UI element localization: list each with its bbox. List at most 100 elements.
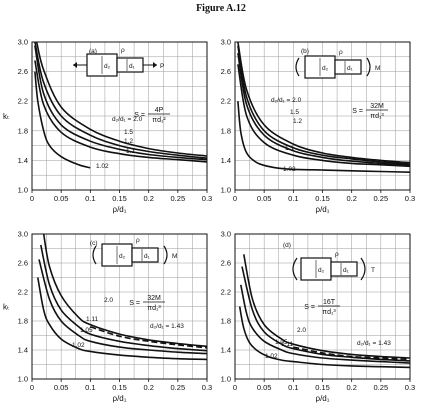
series-line (40, 244, 207, 352)
y-tick-label: 2.2 (221, 288, 231, 297)
stress-formula: S = 32M πd₁³ (352, 103, 388, 120)
series-label: 1.02 (265, 353, 278, 360)
x-tick-label: 0.2 (143, 194, 153, 203)
series-label: d₂/d₁ = 1.43 (150, 323, 184, 330)
x-axis-title: ρ/d₁ (316, 394, 330, 403)
series-label: d₂/d₁ = 2.0 (271, 97, 302, 104)
x-tick-label: 0.05 (257, 383, 272, 392)
series-label: 1.11 (86, 316, 99, 323)
stress-formula: S = 4P πd₁² (134, 107, 170, 124)
series-label: 1.2 (293, 118, 302, 125)
formula-denominator: πd₁³ (147, 305, 161, 312)
series-line (237, 52, 410, 166)
series-label: 1.05 (80, 327, 93, 334)
y-tick-label: 1.0 (18, 186, 28, 195)
y-tick-label: 1.8 (18, 126, 28, 135)
moment-arrow-left (295, 57, 300, 77)
d1-label: d₁ (144, 253, 151, 260)
x-tick-label: 0.3 (405, 383, 415, 392)
x-tick-label: 0.05 (54, 383, 69, 392)
d2-label: d₂ (318, 267, 325, 274)
formula-lhs: S = (304, 304, 315, 311)
y-tick-label: 2.6 (221, 259, 231, 268)
arrow-head-icon (73, 62, 77, 68)
x-tick-label: 0.2 (143, 383, 153, 392)
formula-numerator: 4P (155, 107, 164, 114)
x-axis-title: ρ/d₁ (316, 205, 330, 214)
load-symbol: P (160, 63, 164, 70)
formula-lhs: S = (129, 300, 140, 307)
y-tick-label: 1.4 (18, 346, 28, 355)
x-tick-label: 0.2 (346, 383, 356, 392)
series-label: d₂/d₁ = 1.43 (357, 340, 391, 347)
x-tick-label: 0.3 (202, 194, 212, 203)
x-tick-label: 0.2 (346, 194, 356, 203)
y-axis-title: kₜ (3, 303, 9, 312)
series-line (240, 284, 410, 364)
x-tick-label: 0.3 (405, 194, 415, 203)
series-label: 1.05 (275, 339, 288, 346)
shaft-small-section (330, 261, 358, 277)
figure-title: Figure A.12 (196, 3, 246, 14)
series-label: 1.02 (72, 342, 85, 349)
series-line (241, 266, 410, 362)
stress-formula: S = 32M πd₁³ (129, 295, 165, 312)
series-group (237, 42, 410, 173)
panel-label: (b) (301, 48, 309, 55)
rho-label: ρ (339, 49, 343, 56)
formula-denominator: πd₁³ (322, 309, 336, 316)
y-tick-label: 2.2 (221, 97, 231, 106)
y-tick-label: 1.8 (221, 317, 231, 326)
specimen-diagram: d₂ d₁ ρ T (292, 251, 375, 281)
y-tick-label: 2.2 (18, 288, 28, 297)
specimen-diagram: d₂ d₁ ρ P (73, 47, 164, 77)
x-tick-label: 0.1 (85, 194, 95, 203)
moment-arrow-right (366, 57, 371, 77)
series-group (34, 42, 207, 169)
x-tick-label: 0 (233, 383, 237, 392)
panel-label: (a) (89, 48, 97, 55)
y-tick-label: 1.0 (221, 375, 231, 384)
x-tick-label: 0.05 (54, 194, 69, 203)
series-line (37, 277, 207, 361)
arrow-head-icon (153, 62, 157, 68)
y-tick-label: 1.0 (221, 186, 231, 195)
x-tick-label: 0.15 (315, 383, 330, 392)
series-line (237, 42, 410, 164)
panel-label: (c) (90, 240, 98, 247)
y-axis-title: kₜ (3, 112, 9, 121)
y-tick-label: 3.0 (221, 38, 231, 47)
y-tick-label: 1.8 (221, 126, 231, 135)
formula-denominator: πd₁³ (370, 113, 384, 120)
series-line (38, 259, 207, 355)
shaft-small-section (131, 247, 159, 263)
x-axis-title: ρ/d₁ (113, 394, 127, 403)
series-line (34, 60, 207, 163)
y-tick-label: 1.8 (18, 317, 28, 326)
x-tick-label: 0.3 (202, 383, 212, 392)
x-tick-label: 0.1 (288, 383, 298, 392)
y-tick-label: 2.6 (18, 67, 28, 76)
series-line (237, 64, 410, 168)
y-tick-label: 1.0 (18, 375, 28, 384)
rho-label: ρ (136, 237, 140, 244)
x-tick-label: 0.05 (257, 194, 272, 203)
series-line (238, 306, 410, 369)
y-tick-label: 1.4 (18, 156, 28, 165)
series-line (34, 71, 91, 169)
d2-label: d₂ (119, 253, 126, 260)
formula-lhs: S = (134, 112, 145, 119)
stress-formula: S = 16T πd₁³ (304, 299, 340, 316)
x-tick-label: 0 (30, 194, 34, 203)
series-label: 2.0 (297, 327, 306, 334)
d1-label: d₁ (129, 63, 136, 70)
series-line (237, 101, 410, 173)
x-tick-label: 0.15 (112, 194, 127, 203)
series-line (35, 42, 207, 157)
formula-numerator: 32M (147, 295, 161, 302)
y-tick-label: 3.0 (18, 230, 28, 239)
load-symbol: T (371, 267, 375, 274)
moment-arrow-left (92, 245, 97, 265)
